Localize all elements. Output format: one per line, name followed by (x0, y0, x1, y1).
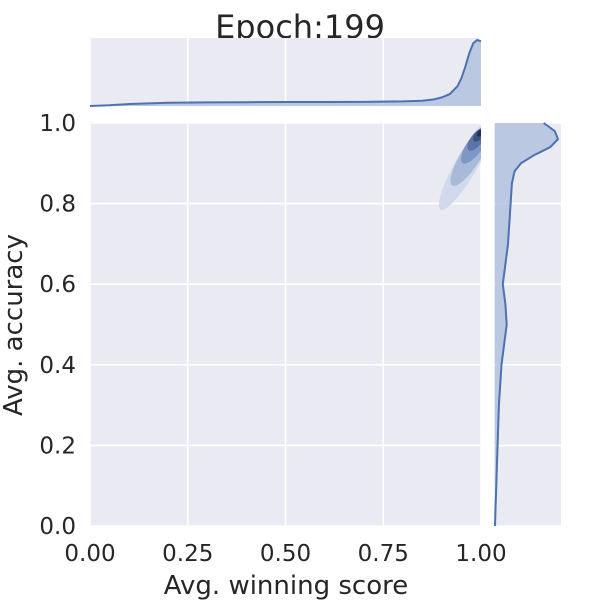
x-tick-label: 0.25 (162, 541, 213, 567)
y-tick-label: 0.8 (39, 192, 76, 218)
y-tick-label: 0.6 (39, 272, 76, 298)
x-tick-label: 0.75 (358, 541, 409, 567)
x-tick-label: 0.50 (260, 541, 311, 567)
x-axis-label: Avg. winning score (164, 571, 408, 600)
marginal-y-density-fill (495, 123, 558, 526)
marginal-x-density-fill (90, 40, 481, 106)
marginal-y-panel (494, 122, 561, 527)
marginal-x-density-line (89, 38, 482, 107)
y-tick-label: 1.0 (39, 111, 76, 137)
kde-contour (477, 129, 481, 137)
joint-panel (89, 122, 482, 527)
x-tick-label: 0.00 (64, 541, 115, 567)
marginal-x-panel (89, 38, 482, 107)
y-tick-label: 0.2 (39, 433, 76, 459)
x-tick-label: 1.00 (455, 541, 506, 567)
marginal-y-density-line (494, 122, 560, 527)
y-tick-label: 0.4 (39, 353, 76, 379)
y-axis-label: Avg. accuracy (0, 234, 29, 416)
y-tick-label: 0.0 (39, 514, 76, 540)
